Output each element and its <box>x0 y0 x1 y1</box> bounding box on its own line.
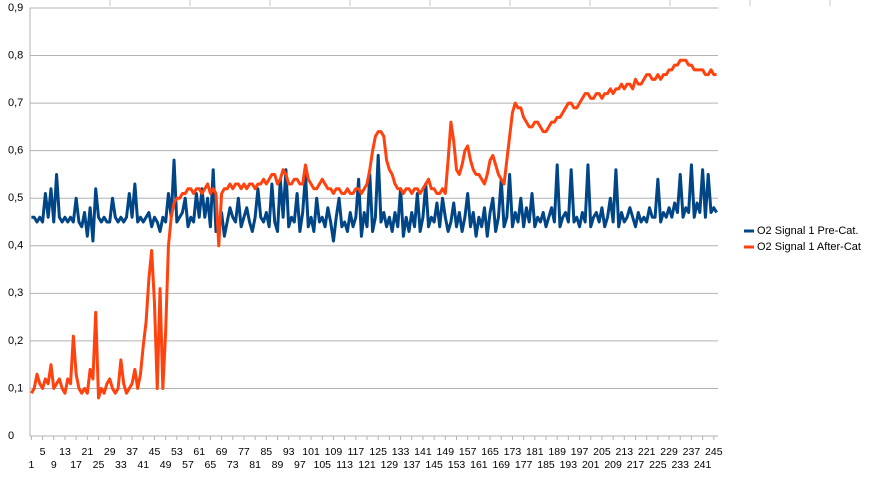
x-tick-label: 73 <box>227 459 239 471</box>
x-tick-label: 13 <box>59 446 71 458</box>
y-tick-label: 0,9 <box>8 2 23 14</box>
x-tick-label: 89 <box>272 459 284 471</box>
legend-label: O2 Signal 1 After-Cat <box>757 241 861 253</box>
x-tick-label: 157 <box>459 446 477 458</box>
x-tick-label: 101 <box>302 446 320 458</box>
y-tick-label: 0,7 <box>8 97 23 109</box>
x-tick-label: 57 <box>182 459 194 471</box>
x-tick-label: 65 <box>205 459 217 471</box>
y-tick-label: 0,2 <box>8 335 23 347</box>
x-tick-label: 177 <box>515 459 533 471</box>
x-tick-label: 133 <box>392 446 410 458</box>
x-tick-label: 17 <box>70 459 82 471</box>
x-tick-label: 185 <box>537 459 555 471</box>
y-tick-label: 0,5 <box>8 192 23 204</box>
x-tick-label: 217 <box>627 459 645 471</box>
x-tick-label: 225 <box>649 459 667 471</box>
x-tick-label: 209 <box>604 459 622 471</box>
x-tick-label: 85 <box>260 446 272 458</box>
x-tick-label: 117 <box>347 446 364 458</box>
x-tick-label: 181 <box>526 446 544 458</box>
x-tick-label: 109 <box>325 446 343 458</box>
x-tick-label: 193 <box>560 459 578 471</box>
x-tick-label: 37 <box>126 446 138 458</box>
x-tick-label: 161 <box>470 459 488 471</box>
y-tick-label: 0,3 <box>8 287 23 299</box>
y-tick-label: 0 <box>8 430 14 442</box>
y-tick-label: 0,8 <box>8 49 23 61</box>
x-tick-label: 197 <box>571 446 589 458</box>
x-tick-label: 121 <box>358 459 376 471</box>
x-tick-label: 149 <box>437 446 455 458</box>
sheet-columns <box>109 0 831 6</box>
x-tick-label: 33 <box>115 459 127 471</box>
series-line <box>30 58 717 400</box>
x-tick-label: 145 <box>425 459 443 471</box>
x-tick-label: 173 <box>504 446 522 458</box>
x-tick-label: 201 <box>582 459 600 471</box>
x-tick-label: 125 <box>369 446 387 458</box>
x-tick-label: 69 <box>216 446 228 458</box>
x-tick-label: 137 <box>403 459 421 471</box>
y-tick-label: 0,4 <box>8 240 23 252</box>
x-tick-label: 81 <box>249 459 261 471</box>
x-tick-label: 21 <box>81 446 93 458</box>
x-tick-label: 113 <box>336 459 353 471</box>
x-tick-label: 5 <box>40 446 46 458</box>
x-tick-label: 221 <box>638 446 656 458</box>
x-tick-label: 77 <box>238 446 250 458</box>
x-tick-label: 93 <box>283 446 295 458</box>
x-tick-label: 233 <box>671 459 689 471</box>
y-tick-label: 0,6 <box>8 145 23 157</box>
x-tick-label: 237 <box>683 446 701 458</box>
x-tick-label: 29 <box>104 446 116 458</box>
x-tick-label: 189 <box>548 446 566 458</box>
x-tick-label: 53 <box>171 446 183 458</box>
x-tick-label: 45 <box>149 446 161 458</box>
x-tick-label: 61 <box>193 446 205 458</box>
x-tick-label: 1 <box>28 459 34 471</box>
x-tick-label: 129 <box>381 459 399 471</box>
x-tick-label: 169 <box>492 459 510 471</box>
x-tick-label: 49 <box>160 459 172 471</box>
x-tick-label: 153 <box>448 459 466 471</box>
legend-label: O2 Signal 1 Pre-Cat. <box>757 225 859 237</box>
series-line <box>31 153 718 243</box>
y-tick-label: 0,1 <box>8 382 23 394</box>
x-tick-label: 9 <box>51 459 57 471</box>
x-tick-label: 229 <box>660 446 678 458</box>
x-tick-label: 41 <box>137 459 149 471</box>
x-tick-label: 213 <box>616 446 634 458</box>
x-tick-label: 97 <box>294 459 306 471</box>
x-tick-label: 25 <box>93 459 105 471</box>
x-tick-label: 241 <box>694 459 712 471</box>
x-tick-label: 105 <box>313 459 331 471</box>
x-tick-label: 141 <box>414 446 432 458</box>
x-tick-label: 165 <box>481 446 499 458</box>
x-tick-label: 245 <box>705 446 723 458</box>
x-tick-label: 205 <box>593 446 611 458</box>
